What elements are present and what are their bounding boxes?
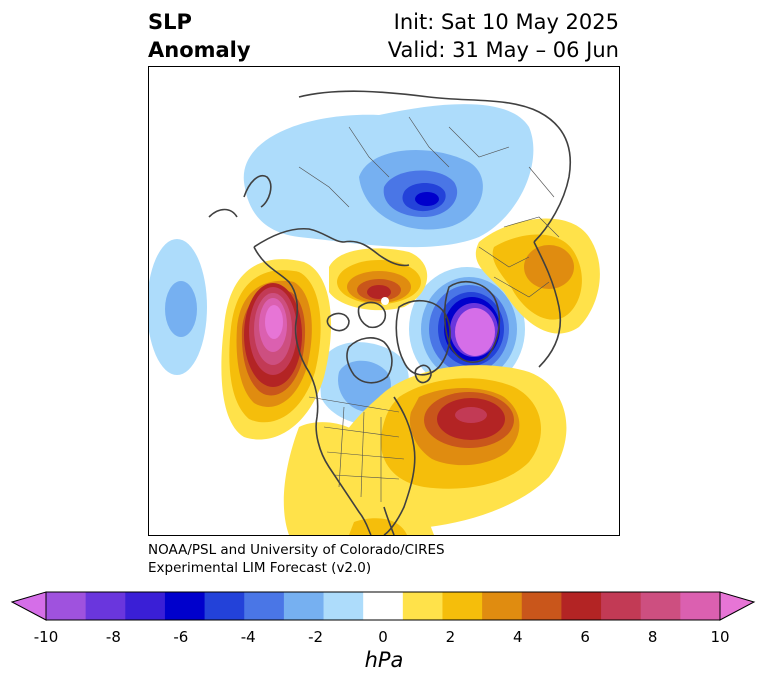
colorbar-extend-min — [10, 591, 47, 621]
colorbar-segment — [244, 592, 285, 620]
low-siberia-center — [415, 192, 439, 206]
pole-marker — [381, 297, 389, 305]
high-europe-l3 — [524, 245, 574, 289]
anomaly-map — [148, 66, 620, 536]
high-alaska-core — [265, 305, 283, 339]
colorbar-segment — [164, 592, 206, 620]
colorbar-tick-label: 4 — [513, 628, 523, 646]
low-scand-core — [455, 308, 495, 356]
forecast-dates: Init: Sat 10 May 2025 Valid: 31 May – 06… — [388, 8, 619, 64]
colorbar-tick-label: -10 — [33, 628, 59, 646]
colorbar-tick-label: 0 — [378, 628, 388, 646]
colorbar-segment — [125, 592, 166, 620]
colorbar — [10, 591, 756, 621]
colorbar-segment — [204, 592, 245, 620]
coastlines — [208, 90, 571, 535]
anomaly-shading — [149, 104, 600, 535]
colorbar-tick-label: -6 — [173, 628, 189, 646]
init-date: Init: Sat 10 May 2025 — [393, 10, 619, 34]
colorbar-tick-label: 10 — [710, 628, 730, 646]
colorbar-unit: hPa — [364, 648, 404, 672]
colorbar-segment — [680, 592, 721, 620]
colorbar-segment — [46, 592, 87, 620]
high-greenland-core — [367, 285, 391, 299]
colorbar-segment — [323, 592, 364, 620]
valid-range: Valid: 31 May – 06 Jun — [387, 38, 619, 62]
borders — [298, 116, 560, 502]
colorbar-segment — [601, 592, 642, 620]
colorbar-segment — [521, 592, 562, 620]
colorbar-tick-label: -8 — [105, 628, 121, 646]
map-title: SLP Anomaly — [148, 8, 251, 64]
title-left-line1: SLP — [148, 10, 192, 34]
colorbar-segment — [85, 592, 126, 620]
credit-line2: Experimental LIM Forecast (v2.0) — [148, 560, 372, 576]
colorbar-segment — [283, 592, 325, 620]
colorbar-tick-label: -4 — [240, 628, 256, 646]
colorbar-tick-label: 6 — [580, 628, 590, 646]
low-pacific-mid — [165, 281, 197, 337]
colorbar-segment — [561, 592, 602, 620]
high-atl-core — [455, 407, 487, 423]
colorbar-segment — [442, 592, 483, 620]
colorbar-segment — [402, 592, 443, 620]
colorbar-tick-label: -2 — [308, 628, 324, 646]
colorbar-segment — [640, 592, 681, 620]
colorbar-extend-max — [719, 591, 756, 621]
credit: NOAA/PSL and University of Colorado/CIRE… — [148, 541, 445, 577]
colorbar-segment — [363, 592, 404, 620]
colorbar-segment — [482, 592, 523, 620]
colorbar-segments — [46, 592, 721, 620]
colorbar-tick-label: 2 — [445, 628, 456, 646]
colorbar-tick-label: 8 — [647, 628, 658, 646]
title-left-line2: Anomaly — [148, 38, 251, 62]
colorbar-frame — [45, 591, 721, 621]
credit-line1: NOAA/PSL and University of Colorado/CIRE… — [148, 542, 445, 558]
